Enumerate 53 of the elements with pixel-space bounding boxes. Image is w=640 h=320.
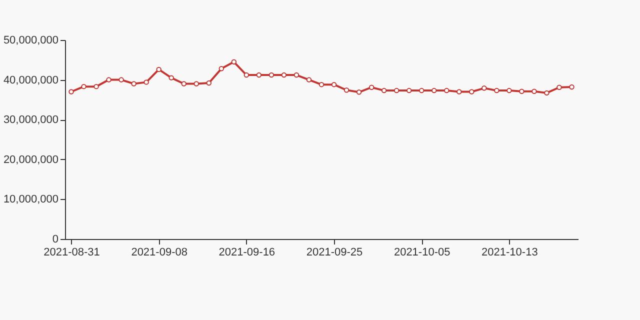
point [281, 72, 287, 78]
y-tick-label: 20,000,000 [3, 154, 58, 166]
x-tick-label: 2021-10-13 [482, 246, 538, 258]
point [368, 84, 374, 90]
point [244, 72, 250, 78]
x-tick-label: 2021-09-25 [306, 246, 363, 258]
point [231, 59, 237, 65]
point [106, 77, 112, 82]
point [168, 75, 174, 80]
point [406, 88, 412, 94]
point [294, 72, 300, 78]
point [218, 66, 224, 72]
point [344, 88, 350, 93]
point [331, 82, 337, 88]
y-tick-label: 30,000,000 [3, 114, 58, 126]
point [194, 81, 199, 86]
point [68, 89, 74, 94]
point [206, 80, 212, 86]
point [569, 84, 574, 90]
point [544, 90, 550, 96]
point [318, 82, 324, 88]
point [431, 88, 437, 94]
point [144, 80, 149, 85]
point [456, 89, 462, 94]
y-tick-label: 0 [52, 234, 58, 246]
point [556, 84, 562, 90]
point [444, 88, 450, 94]
point [394, 88, 400, 94]
point [306, 77, 312, 82]
y-tick-label: 10,000,000 [3, 194, 58, 206]
point [519, 88, 524, 94]
point [256, 72, 262, 78]
point [469, 89, 474, 94]
point [532, 88, 537, 94]
point [268, 72, 274, 78]
x-tick-label: 2021-09-08 [131, 246, 188, 258]
point [482, 86, 487, 91]
point [418, 88, 424, 94]
point [118, 77, 124, 82]
x-tick-label: 2021-10-05 [394, 246, 450, 258]
point [131, 81, 136, 86]
y-tick-label: 50,000,000 [3, 34, 58, 46]
point [94, 84, 99, 90]
point [356, 90, 362, 95]
x-tick-label: 2021-09-16 [218, 246, 276, 258]
point [81, 84, 86, 90]
y-tick-label: 40,000,000 [3, 74, 58, 86]
point [181, 81, 186, 86]
point [494, 88, 500, 94]
x-tick-label: 2021-08-31 [44, 246, 100, 258]
point [381, 88, 387, 94]
point [506, 88, 512, 94]
point [156, 66, 162, 72]
